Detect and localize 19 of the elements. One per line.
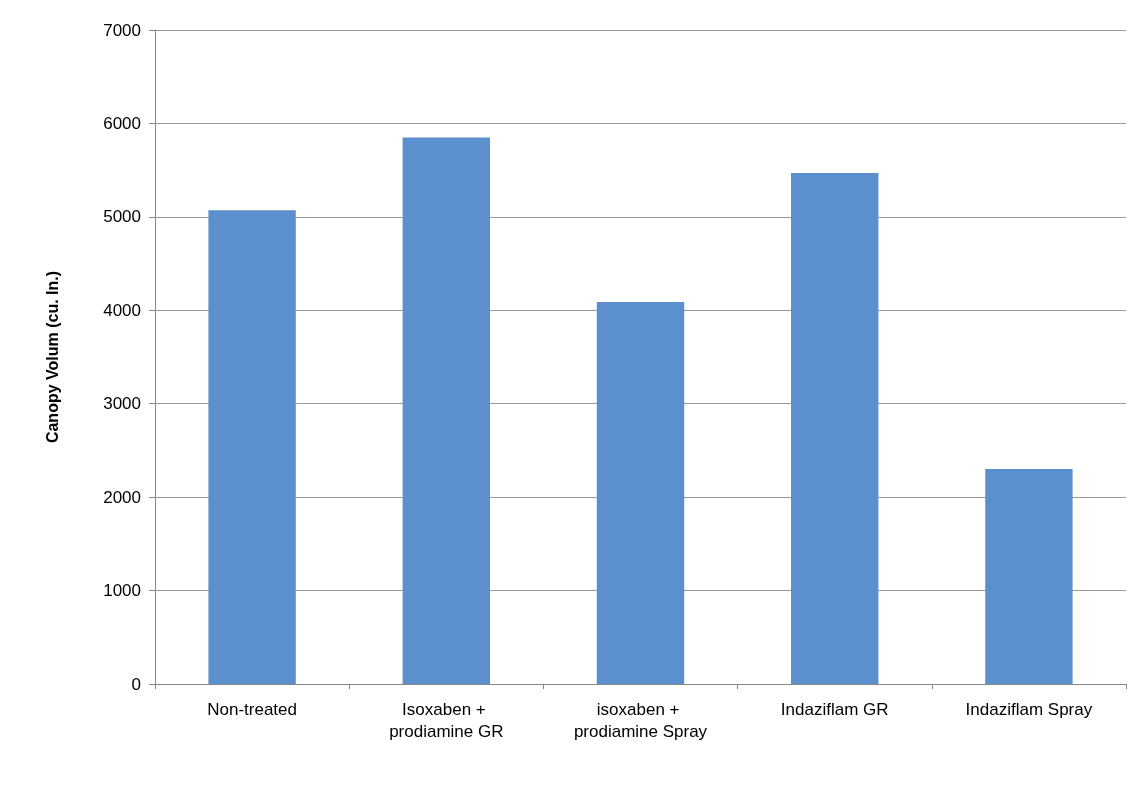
x-tick-label: Indaziflam Spray (965, 699, 1093, 719)
y-tick-label: 6000 (103, 113, 141, 133)
y-tick-label: 7000 (103, 20, 141, 40)
y-tick-label: 5000 (103, 207, 141, 227)
y-axis-title: Canopy Volum (cu. In.) (43, 270, 61, 444)
y-tick-label: 3000 (103, 394, 141, 414)
x-tick-label: Indaziflam GR (780, 699, 889, 719)
bar (985, 469, 1073, 684)
y-tick-label: 1000 (103, 581, 141, 601)
x-tick-label: Non-treated (207, 699, 297, 719)
bar (402, 137, 490, 684)
y-tick-label: 4000 (103, 300, 141, 320)
bar (596, 301, 685, 684)
y-tick-label: 0 (131, 674, 141, 694)
x-tick-label: isoxaben + prodiamine Spray (573, 699, 708, 741)
x-tick-label: Isoxaben + prodiamine GR (389, 699, 504, 741)
bar (208, 210, 296, 684)
y-tick-label: 2000 (103, 487, 141, 507)
bar (791, 172, 879, 684)
